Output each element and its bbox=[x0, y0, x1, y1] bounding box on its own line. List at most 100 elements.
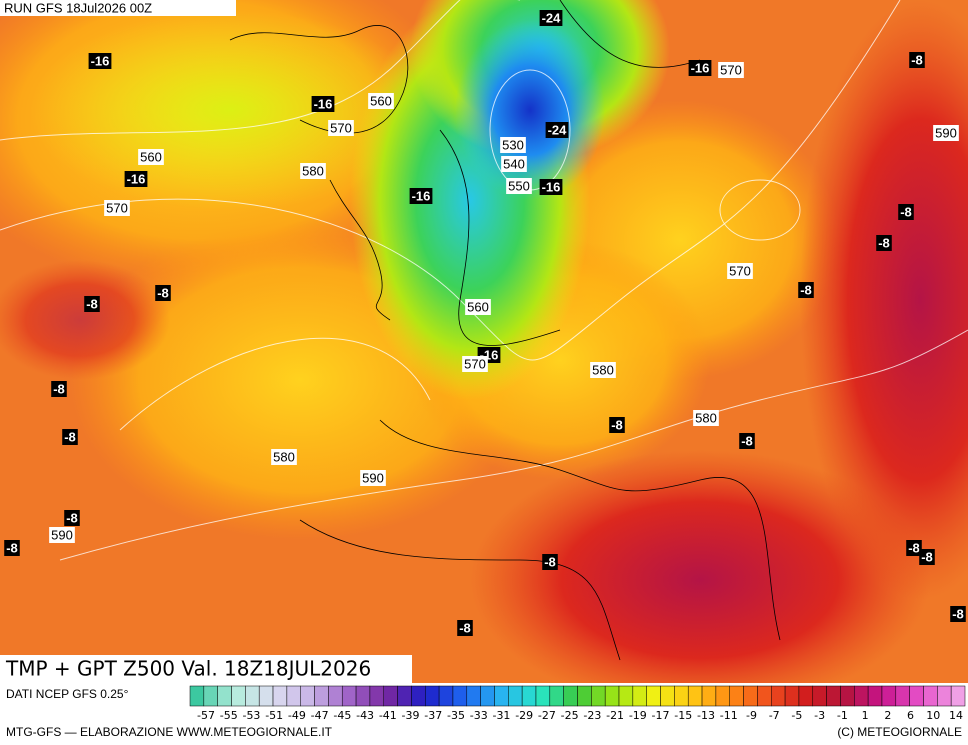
temperature-label: -24 bbox=[545, 122, 569, 138]
temperature-label: -8 bbox=[155, 285, 171, 301]
temperature-label: -8 bbox=[64, 510, 80, 526]
scale-swatch bbox=[895, 685, 910, 707]
scale-label: -31 bbox=[492, 709, 510, 722]
scale-swatch bbox=[743, 685, 758, 707]
height-label-box bbox=[718, 62, 744, 78]
scale-label: 6 bbox=[907, 709, 914, 722]
temperature-label-box bbox=[51, 381, 67, 397]
scale-swatch bbox=[508, 685, 523, 707]
scale-label: 2 bbox=[884, 709, 891, 722]
source: DATI NCEP GFS 0.25° bbox=[6, 687, 129, 701]
height-label: 590 bbox=[49, 527, 75, 543]
height-label: 560 bbox=[138, 149, 164, 165]
height-label-text: 570 bbox=[729, 263, 751, 278]
height-label-text: 570 bbox=[720, 62, 742, 77]
height-label-box bbox=[590, 362, 616, 378]
temperature-label-box bbox=[539, 10, 563, 26]
scale-swatch bbox=[826, 685, 841, 707]
temperature-label-text: -8 bbox=[53, 381, 65, 396]
temperature-label-text: -8 bbox=[800, 282, 812, 297]
temperature-label: -8 bbox=[876, 235, 892, 251]
temperature-label-box bbox=[84, 296, 100, 312]
scale-swatch bbox=[577, 685, 592, 707]
scale-label: -41 bbox=[379, 709, 397, 722]
temperature-label: -8 bbox=[919, 549, 935, 565]
height-label-text: 530 bbox=[502, 137, 524, 152]
scale-label: -53 bbox=[242, 709, 260, 722]
temperature-label-box bbox=[64, 510, 80, 526]
scale-swatch bbox=[757, 685, 772, 707]
temperature-label-text: -24 bbox=[542, 10, 562, 25]
scale-swatch bbox=[660, 685, 675, 707]
height-label-box bbox=[465, 299, 491, 315]
temperature-label: -8 bbox=[84, 296, 100, 312]
height-label-text: 580 bbox=[273, 449, 295, 464]
scale-label: -9 bbox=[746, 709, 757, 722]
temperature-label: -16 bbox=[539, 179, 563, 195]
temperature-label: -8 bbox=[950, 606, 966, 622]
scale-label: -1 bbox=[837, 709, 848, 722]
height-label: 590 bbox=[933, 125, 959, 141]
scale-swatch bbox=[674, 685, 689, 707]
height-label-text: 560 bbox=[467, 299, 489, 314]
temperature-label: -8 bbox=[798, 282, 814, 298]
height-label: 560 bbox=[368, 93, 394, 109]
temperature-label-text: -8 bbox=[86, 296, 98, 311]
temperature-label-box bbox=[688, 60, 712, 76]
temperature-label-box bbox=[457, 620, 473, 636]
coastlines bbox=[229, 0, 781, 661]
scale-swatch bbox=[521, 685, 537, 707]
scale-swatch bbox=[397, 685, 412, 707]
scale-swatch bbox=[950, 685, 966, 707]
temperature-label-box bbox=[88, 53, 112, 69]
temperature-label-box bbox=[545, 122, 569, 138]
scale-swatch bbox=[771, 685, 786, 707]
temperature-label-box bbox=[876, 235, 892, 251]
temperature-label-text: -8 bbox=[6, 540, 18, 555]
scale-swatch bbox=[618, 685, 634, 707]
height-label-box bbox=[328, 120, 354, 136]
scale-swatch bbox=[466, 685, 481, 707]
scale-label: 1 bbox=[862, 709, 869, 722]
copyright: (C) METEOGIORNALE bbox=[837, 725, 962, 739]
scale-swatch bbox=[591, 685, 606, 707]
temperature-label-text: -16 bbox=[91, 53, 110, 68]
scale-label: -51 bbox=[265, 709, 283, 722]
height-label-box bbox=[104, 200, 130, 216]
scale-swatch bbox=[438, 685, 454, 707]
scale-label: -21 bbox=[606, 709, 624, 722]
scale-swatch bbox=[909, 685, 924, 707]
scale-label: -25 bbox=[561, 709, 579, 722]
scale-swatch bbox=[632, 685, 647, 707]
temperature-label: -8 bbox=[457, 620, 473, 636]
scale-swatch bbox=[286, 685, 301, 707]
height-label: 580 bbox=[693, 410, 719, 426]
height-label-box bbox=[368, 93, 394, 109]
scale-label: -17 bbox=[652, 709, 670, 722]
temperature-label: -8 bbox=[909, 52, 925, 68]
scale-swatch bbox=[245, 685, 260, 707]
scale-swatch bbox=[369, 685, 384, 707]
scale-label: -39 bbox=[402, 709, 420, 722]
temperature-label: -16 bbox=[124, 171, 148, 187]
scale-swatch bbox=[383, 685, 398, 707]
height-label: 570 bbox=[462, 356, 488, 372]
height-label: 580 bbox=[300, 163, 326, 179]
height-label-text: 560 bbox=[370, 93, 392, 108]
scale-label: -35 bbox=[447, 709, 465, 722]
height-label-text: 570 bbox=[330, 120, 352, 135]
scale-swatch bbox=[812, 685, 827, 707]
scale-swatch bbox=[258, 685, 274, 707]
height-label: 540 bbox=[501, 156, 527, 172]
height-label-text: 590 bbox=[935, 125, 957, 140]
scale-swatch bbox=[452, 685, 468, 707]
scale-swatch bbox=[715, 685, 730, 707]
scale-label: 10 bbox=[926, 709, 940, 722]
height-label-text: 540 bbox=[503, 156, 525, 171]
height-label-text: 580 bbox=[695, 410, 717, 425]
temperature-label-box bbox=[155, 285, 171, 301]
temperature-label-box bbox=[409, 188, 433, 204]
scale-swatch bbox=[425, 685, 440, 707]
